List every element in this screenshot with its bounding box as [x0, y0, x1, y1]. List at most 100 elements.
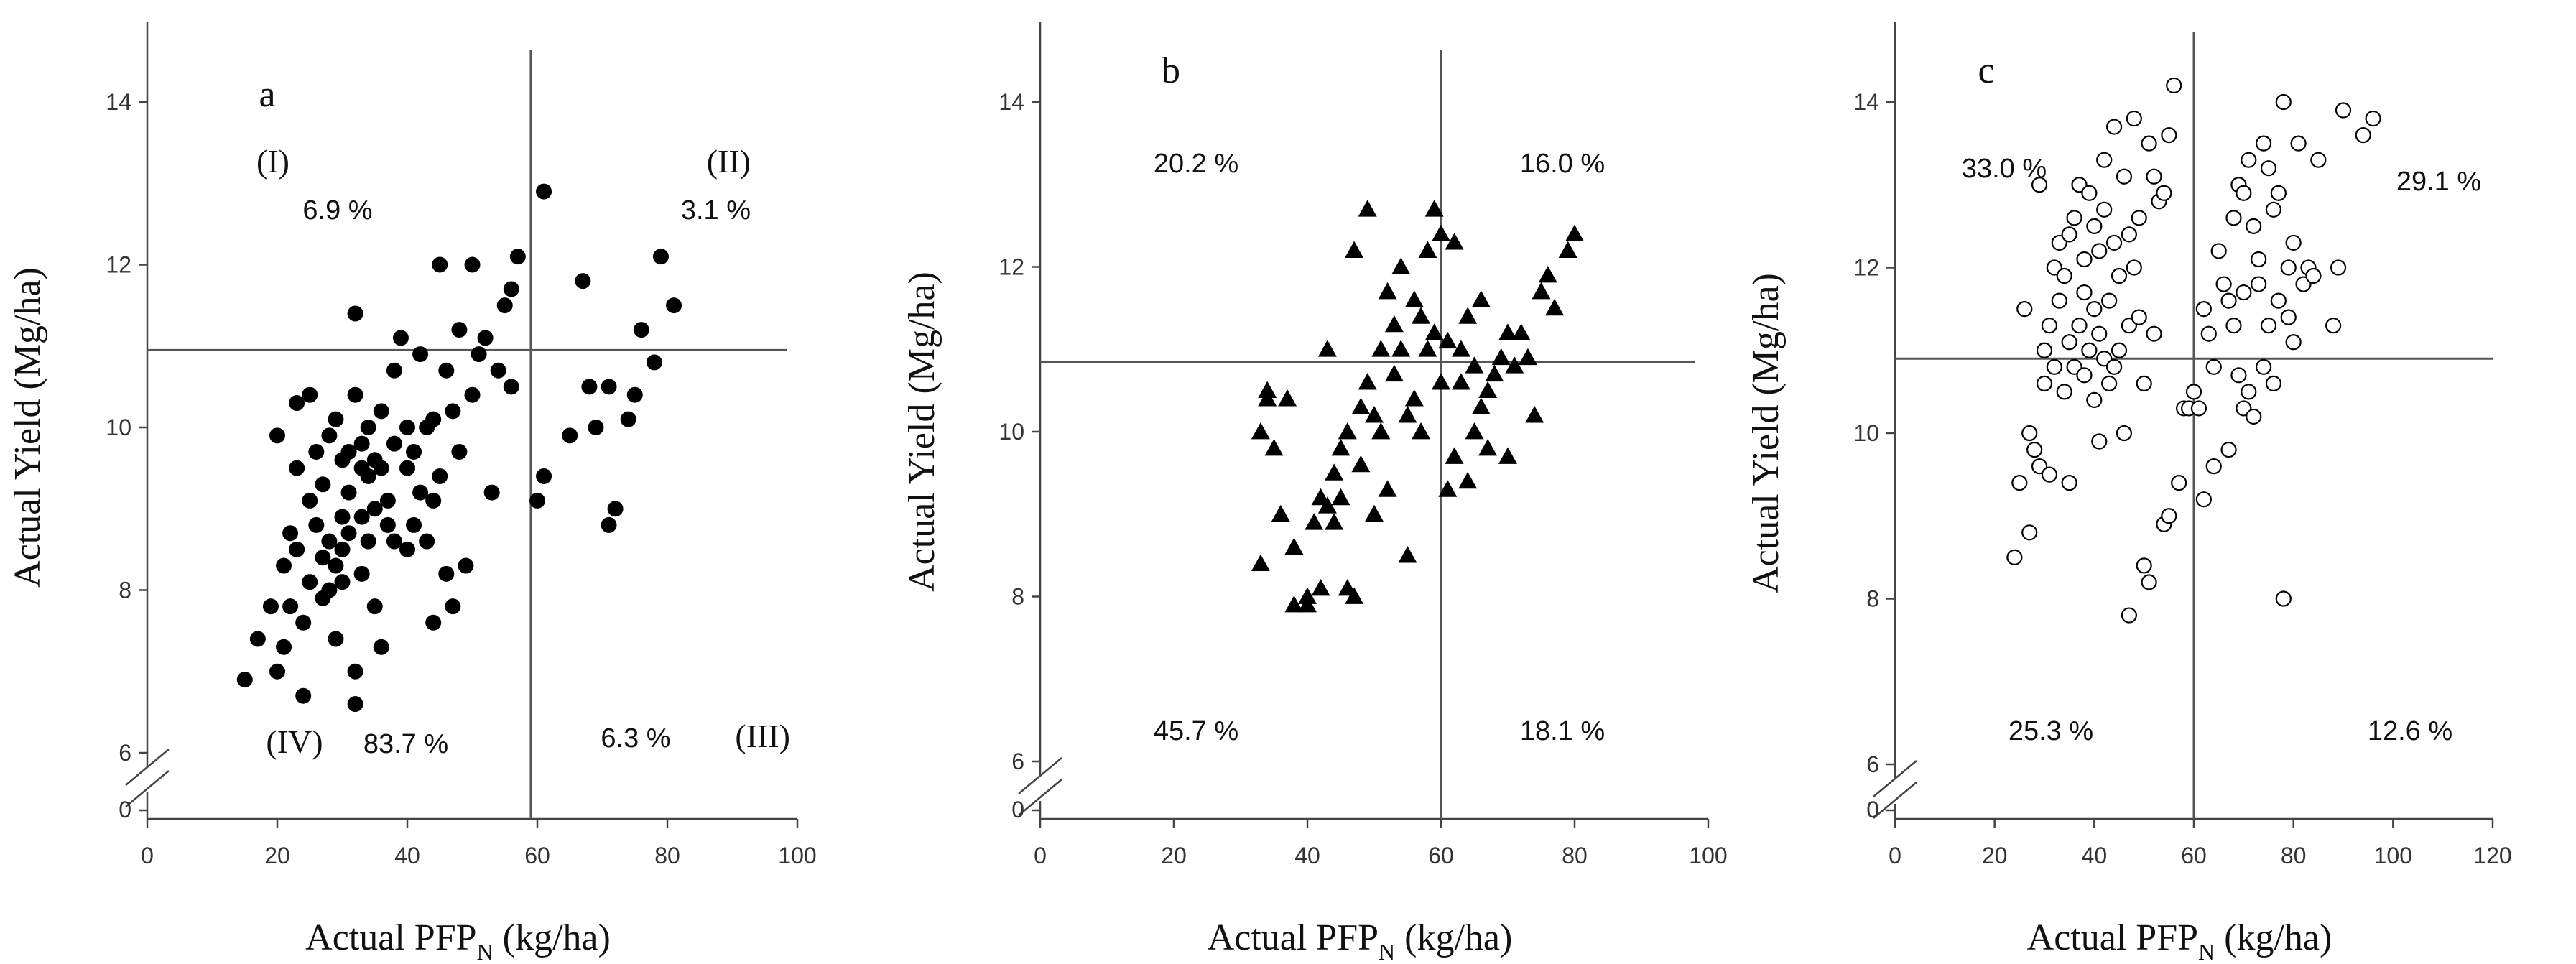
data-point — [2105, 358, 2123, 375]
data-point — [575, 273, 591, 289]
data-point — [2076, 367, 2093, 384]
data-point — [432, 468, 448, 484]
data-point — [1391, 257, 1411, 274]
data-point — [412, 484, 429, 501]
data-point — [334, 574, 351, 590]
data-point — [2246, 218, 2262, 234]
data-point — [2136, 375, 2152, 391]
data-point — [1258, 389, 1277, 407]
data-point — [2031, 177, 2048, 193]
data-point — [1451, 373, 1470, 390]
data-point — [2091, 325, 2108, 342]
y-tick-label: 14 — [106, 89, 131, 115]
data-point — [2171, 475, 2187, 491]
x-tick-label: 0 — [141, 843, 154, 868]
data-point — [2195, 301, 2212, 318]
data-point — [2061, 226, 2077, 243]
data-point — [2086, 301, 2103, 318]
data-point — [282, 525, 299, 542]
data-point — [289, 460, 305, 476]
data-point — [425, 492, 442, 509]
data-point — [451, 443, 468, 460]
data-point — [445, 598, 461, 615]
data-point — [2091, 433, 2108, 450]
data-point — [2091, 243, 2108, 259]
axis-break-mark — [1873, 760, 1917, 819]
data-point — [2220, 292, 2237, 309]
data-point — [1345, 241, 1364, 258]
data-point — [1284, 595, 1304, 613]
panel-label: b — [1162, 50, 1180, 91]
data-point — [1478, 381, 1498, 399]
x-tick-label: 80 — [2281, 843, 2307, 868]
data-point — [334, 541, 351, 557]
data-point — [2230, 367, 2247, 384]
data-point — [2280, 259, 2297, 276]
data-point — [315, 476, 331, 493]
x-tick-label: 0 — [1034, 843, 1047, 868]
data-point — [2126, 259, 2142, 276]
data-point — [1545, 298, 1565, 316]
data-point — [2141, 135, 2157, 152]
data-point — [2210, 243, 2227, 259]
x-tick-label: 20 — [264, 843, 290, 868]
data-point — [2041, 466, 2058, 483]
data-point — [458, 557, 474, 574]
quadrant-label-top-left: (I) — [256, 143, 289, 180]
data-point — [2285, 234, 2302, 251]
data-point — [249, 631, 266, 647]
data-point — [503, 281, 519, 297]
data-point — [340, 484, 357, 501]
panel-label: c — [1978, 50, 1994, 91]
data-point — [269, 663, 285, 680]
data-point — [2251, 251, 2267, 268]
data-point — [2076, 284, 2093, 301]
data-point — [432, 256, 448, 273]
data-point — [1325, 463, 1344, 481]
data-point — [386, 533, 402, 550]
data-point — [2325, 318, 2342, 334]
data-point — [2061, 475, 2077, 491]
data-point — [262, 598, 279, 615]
data-point — [360, 533, 376, 550]
x-tick-label: 40 — [2082, 843, 2108, 868]
data-point — [1378, 480, 1397, 497]
quadrant-label-bottom-left: (IV) — [266, 723, 323, 760]
data-point — [2056, 267, 2072, 284]
quadrant-percentage-bottom-left: 83.7 % — [363, 729, 448, 759]
data-point — [236, 672, 253, 688]
data-point — [302, 492, 318, 509]
data-point — [289, 395, 305, 412]
axis-break-mark — [1018, 757, 1062, 816]
x-tick-label: 40 — [394, 843, 420, 868]
data-point — [1398, 546, 1417, 563]
data-point — [496, 297, 513, 314]
data-point — [1284, 537, 1304, 555]
data-point — [1458, 471, 1478, 489]
y-tick-label: 14 — [999, 89, 1024, 115]
data-point — [353, 509, 370, 525]
data-point — [321, 582, 338, 598]
data-point — [2131, 210, 2147, 226]
data-point — [282, 598, 299, 615]
data-point — [347, 696, 363, 713]
data-point — [601, 379, 617, 395]
data-point — [2146, 325, 2162, 342]
data-point — [2335, 102, 2352, 119]
data-point — [1412, 422, 1431, 440]
data-point — [1412, 307, 1431, 324]
data-point — [2111, 342, 2128, 358]
data-point — [1371, 340, 1391, 357]
data-point — [2260, 160, 2277, 177]
data-point — [1471, 397, 1491, 414]
data-point — [289, 541, 305, 557]
data-point — [2156, 185, 2172, 201]
data-point — [1498, 447, 1517, 464]
data-point — [328, 411, 344, 427]
data-point — [2236, 284, 2252, 301]
data-point — [1384, 364, 1404, 382]
data-point — [2051, 292, 2067, 309]
data-point — [2121, 226, 2137, 243]
data-point — [2071, 318, 2088, 334]
y-tick-label: 14 — [1853, 89, 1879, 115]
